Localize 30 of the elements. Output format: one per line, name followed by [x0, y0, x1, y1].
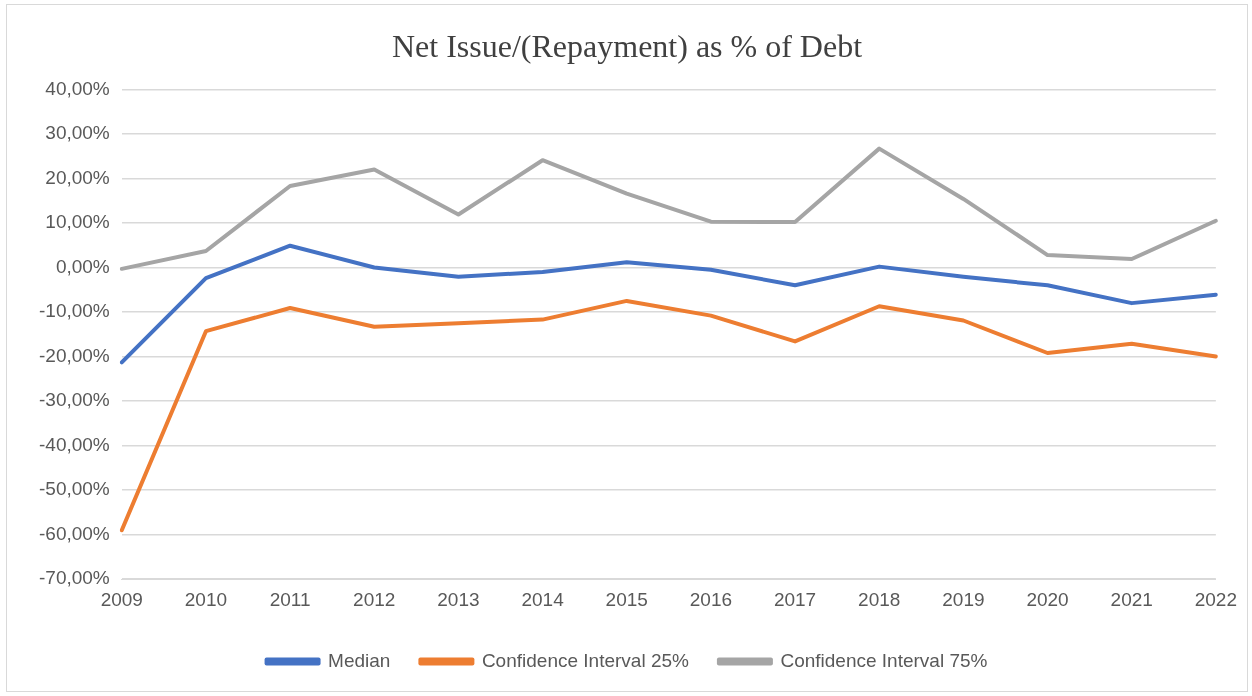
x-tick-label: 2021 — [1110, 588, 1153, 610]
legend-label: Confidence Interval 75% — [780, 649, 988, 671]
x-tick-label: 2018 — [858, 588, 901, 610]
x-tick-label: 2017 — [773, 588, 817, 610]
x-tick-label: 2022 — [1194, 588, 1238, 610]
x-tick-label: 2010 — [184, 588, 228, 610]
legend-label: Median — [328, 649, 391, 671]
x-tick-label: 2020 — [1026, 588, 1069, 610]
x-tick-label: 2014 — [521, 588, 565, 610]
y-tick-label: 30,00% — [45, 122, 110, 144]
x-tick-label: 2015 — [605, 588, 648, 610]
y-tick-label: -60,00% — [38, 522, 110, 544]
y-tick-label: 20,00% — [45, 166, 110, 188]
x-tick-label: 2012 — [353, 588, 396, 610]
y-tick-label: -20,00% — [38, 344, 110, 366]
x-tick-label: 2016 — [689, 588, 733, 610]
y-tick-label: -40,00% — [38, 433, 110, 455]
x-tick-label: 2009 — [100, 588, 143, 610]
x-tick-label: 2011 — [269, 588, 311, 610]
y-tick-label: -70,00% — [38, 567, 110, 589]
y-tick-label: 0,00% — [55, 255, 110, 277]
y-tick-label: -30,00% — [38, 389, 110, 411]
y-tick-label: 10,00% — [45, 211, 110, 233]
x-tick-label: 2013 — [437, 588, 480, 610]
y-tick-label: 40,00% — [45, 77, 110, 99]
x-tick-label: 2019 — [942, 588, 985, 610]
y-tick-label: -10,00% — [38, 300, 110, 322]
chart-title: Net Issue/(Repayment) as % of Debt — [391, 27, 863, 64]
y-tick-label: -50,00% — [38, 478, 110, 500]
legend-label: Confidence Interval 25% — [481, 649, 690, 671]
